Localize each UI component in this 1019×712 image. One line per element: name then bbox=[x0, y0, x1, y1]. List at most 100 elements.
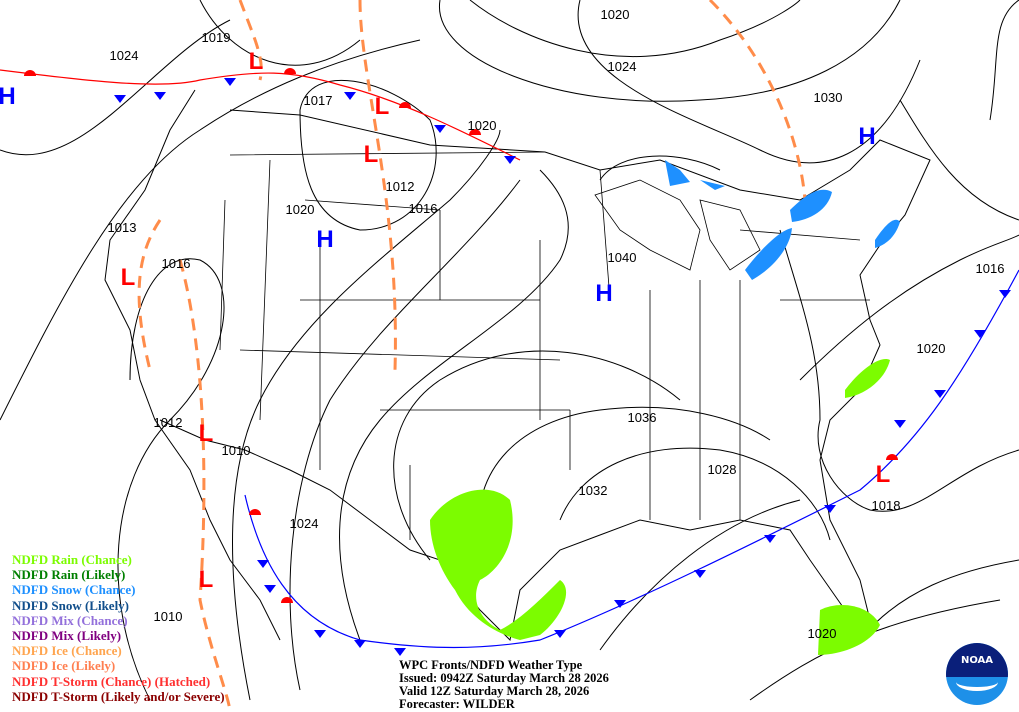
pressure-labels: 1024 1019 1020 1024 1017 1020 1030 1012 1016 1020… bbox=[0, 7, 1004, 641]
isobar-label: 1032 bbox=[579, 483, 608, 498]
valid-time: Valid 12Z Saturday March 28, 2026 bbox=[399, 684, 590, 698]
isobar bbox=[0, 39, 421, 421]
isobar bbox=[199, 0, 361, 66]
cold-front-symbol bbox=[114, 95, 126, 103]
legend-item: NDFD T-Storm (Chance) (Hatched) bbox=[12, 673, 211, 689]
low-pressure-center: L bbox=[199, 420, 214, 447]
cold-front-symbol bbox=[344, 92, 356, 100]
noaa-logo-text: NOAA bbox=[960, 655, 994, 666]
isobar-label: 1010 bbox=[154, 609, 183, 624]
cold-front-symbol bbox=[257, 560, 269, 568]
snow-chance-area bbox=[790, 189, 832, 222]
high-pressure-center: H bbox=[316, 226, 333, 253]
legend-item: NDFD Snow (Likely) bbox=[12, 597, 130, 613]
cold-front-symbol bbox=[394, 648, 406, 656]
trough-line bbox=[137, 0, 807, 712]
legend-item: NDFD Ice (Likely) bbox=[12, 658, 116, 674]
isobar-label: 1024 bbox=[290, 516, 319, 531]
warm-front-symbol bbox=[281, 597, 293, 603]
cold-front-symbol bbox=[694, 570, 706, 578]
stationary-front bbox=[0, 69, 521, 161]
isobar-label: 1028 bbox=[708, 462, 737, 477]
warm-front-symbol bbox=[284, 68, 296, 74]
isobar-label: 1020 bbox=[601, 7, 630, 22]
noaa-logo: NOAA bbox=[946, 643, 1008, 705]
rain-chance-area bbox=[430, 489, 567, 640]
isobar bbox=[299, 79, 437, 231]
cold-front bbox=[244, 269, 1019, 649]
isobar-label: 1016 bbox=[409, 201, 438, 216]
isobar-label: 1020 bbox=[468, 118, 497, 133]
rain-chance-area bbox=[818, 605, 880, 655]
isobar-label: 1036 bbox=[628, 410, 657, 425]
legend-item: NDFD Rain (Likely) bbox=[12, 567, 126, 583]
cold-front-symbol bbox=[614, 600, 626, 608]
isobar bbox=[117, 258, 225, 701]
low-pressure-center: L bbox=[199, 566, 214, 593]
cold-front-symbol bbox=[264, 585, 276, 593]
legend: NDFD Rain (Chance) NDFD Rain (Likely) NDFD… bbox=[12, 552, 225, 704]
high-pressure-center: H bbox=[0, 83, 16, 110]
isobar-label: 1020 bbox=[286, 202, 315, 217]
cold-front-symbol bbox=[554, 630, 566, 638]
gull-icon bbox=[956, 673, 998, 691]
isobar-label: 1020 bbox=[917, 341, 946, 356]
legend-item: NDFD Ice (Chance) bbox=[12, 643, 122, 659]
isobar-label: 1016 bbox=[162, 256, 191, 271]
cold-front-symbol bbox=[434, 125, 446, 133]
isobar-label: 1024 bbox=[608, 59, 637, 74]
snow-chance-area bbox=[875, 219, 900, 248]
cold-front-symbol bbox=[504, 156, 516, 164]
low-pressure-center: L bbox=[375, 93, 390, 120]
legend-item: NDFD T-Storm (Likely and/or Severe) bbox=[12, 688, 225, 704]
isobar bbox=[577, 0, 921, 164]
low-pressure-center: L bbox=[364, 141, 379, 168]
isobar bbox=[559, 447, 831, 541]
high-pressure-center: H bbox=[595, 280, 612, 307]
snow-chance-area bbox=[745, 228, 792, 280]
isobar bbox=[899, 99, 1019, 221]
high-pressure-center: H bbox=[858, 123, 875, 150]
isobar-label: 1030 bbox=[814, 90, 843, 105]
warm-front-symbol bbox=[469, 129, 481, 135]
low-pressure-center: L bbox=[249, 48, 264, 75]
snow-chance-area bbox=[700, 180, 725, 190]
cold-front-symbol bbox=[154, 92, 166, 100]
snow-chance-area bbox=[665, 160, 690, 186]
coastline-and-borders bbox=[104, 89, 931, 642]
warm-front-symbol bbox=[399, 102, 411, 108]
forecaster: Forecaster: WILDER bbox=[399, 697, 515, 711]
isobar-label: 1013 bbox=[108, 220, 137, 235]
isobar-label: 1012 bbox=[154, 415, 183, 430]
isobar-label: 1012 bbox=[386, 179, 415, 194]
isobar bbox=[799, 234, 1019, 381]
cold-front-symbol bbox=[934, 390, 946, 398]
isobar bbox=[393, 350, 681, 561]
isobar bbox=[232, 129, 501, 701]
isobar bbox=[289, 179, 521, 691]
isobar bbox=[469, 0, 801, 58]
cold-front-symbol bbox=[354, 640, 366, 648]
isobar bbox=[779, 229, 1019, 512]
isobar-label: 1024 bbox=[110, 48, 139, 63]
cold-front-symbol bbox=[314, 630, 326, 638]
isobar-label: 1010 bbox=[222, 443, 251, 458]
map-title: WPC Fronts/NDFD Weather Type bbox=[399, 658, 583, 672]
warm-front-symbol bbox=[886, 454, 898, 460]
cold-front-symbol bbox=[764, 535, 776, 543]
warm-front-symbol bbox=[249, 509, 261, 515]
cold-front-symbol bbox=[974, 330, 986, 338]
legend-item: NDFD Mix (Likely) bbox=[12, 628, 122, 644]
title-block: WPC Fronts/NDFD Weather Type Issued: 094… bbox=[399, 659, 609, 711]
cold-front-symbol bbox=[224, 78, 236, 86]
isobar bbox=[339, 169, 569, 641]
rain-chance-area bbox=[845, 359, 890, 398]
legend-item: NDFD Rain (Chance) bbox=[12, 552, 132, 567]
warm-front-symbol bbox=[24, 70, 36, 76]
cold-front-symbol bbox=[824, 505, 836, 513]
isobar-label: 1018 bbox=[872, 498, 901, 513]
